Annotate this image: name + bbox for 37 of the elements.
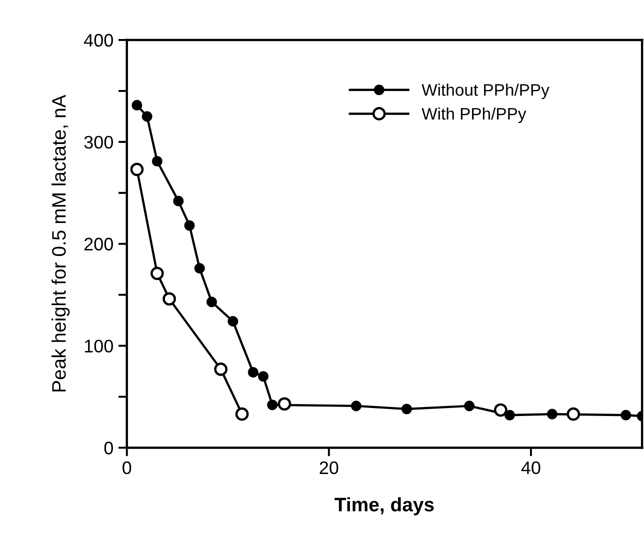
point xyxy=(464,400,475,412)
point xyxy=(152,156,162,167)
point xyxy=(184,220,195,231)
point xyxy=(214,362,228,376)
x-tick-label: 40 xyxy=(521,461,540,474)
y-tick-label: 400 xyxy=(84,34,113,47)
legend-label: Without PPh/PPy xyxy=(422,84,550,100)
point xyxy=(142,111,152,122)
point xyxy=(162,292,176,306)
point xyxy=(267,400,278,410)
y-tick-label: 100 xyxy=(84,340,113,353)
point xyxy=(401,404,412,414)
point xyxy=(194,263,205,274)
point xyxy=(504,410,516,420)
point xyxy=(620,410,632,420)
legend-label: With PPh/PPy xyxy=(422,107,526,124)
y-tick-label: 0 xyxy=(104,442,113,454)
y-tick-label: 300 xyxy=(84,136,113,149)
y-axis-title: Peak height for 0.5 mM lactate, nA xyxy=(52,94,70,392)
point xyxy=(248,367,258,378)
point xyxy=(258,371,269,382)
point xyxy=(235,407,249,421)
point xyxy=(566,407,580,421)
point xyxy=(132,100,142,110)
x-axis-title: Time, days xyxy=(334,497,434,516)
point xyxy=(494,403,508,417)
point xyxy=(150,266,164,280)
x-tick-label: 0 xyxy=(122,461,132,474)
point xyxy=(278,397,292,411)
point xyxy=(350,400,362,412)
point xyxy=(228,316,238,327)
y-tick-label: 200 xyxy=(84,238,113,251)
point xyxy=(546,408,558,420)
point xyxy=(130,162,144,176)
x-tick-label: 20 xyxy=(320,461,338,474)
point xyxy=(173,196,184,206)
point xyxy=(206,296,217,308)
